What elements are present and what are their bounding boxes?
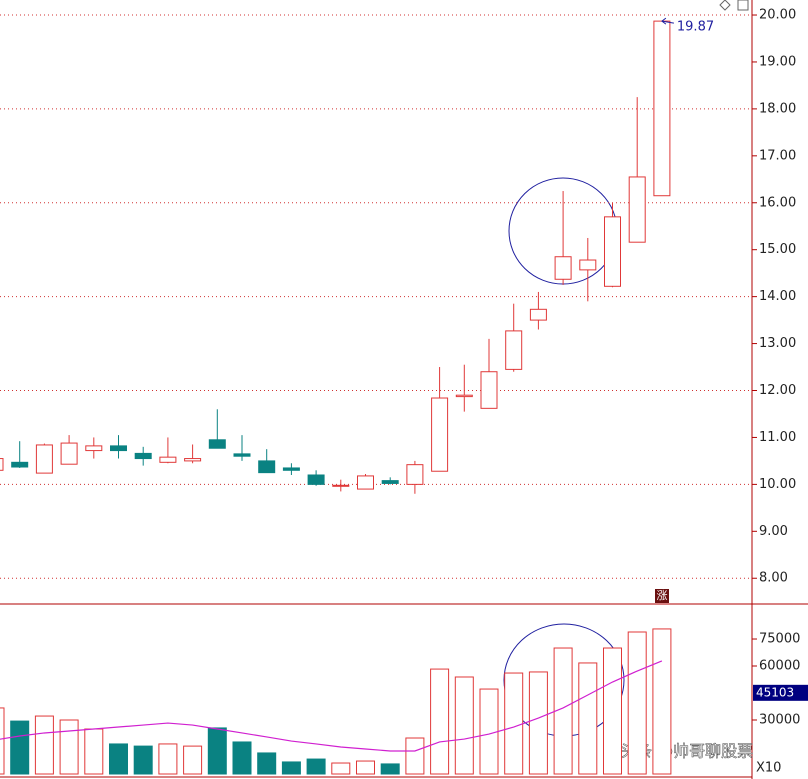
y-tick-label: 19.00 <box>759 54 796 69</box>
candle-body <box>357 475 374 490</box>
candle-body <box>35 444 53 474</box>
max-label: 19.87 <box>677 20 714 35</box>
y-tick-label: 14.00 <box>759 289 796 304</box>
y-tick-label: 20.00 <box>759 8 796 23</box>
volume-bar <box>10 720 30 775</box>
candle-body <box>233 453 251 457</box>
y-tick-label: 12.00 <box>759 383 796 398</box>
current-value-label: 45103 <box>756 685 794 699</box>
y-tick-label: 30000 <box>759 713 800 728</box>
y-tick-label: 11.00 <box>759 430 796 445</box>
candle-body <box>529 308 547 321</box>
volume-bar <box>405 737 425 775</box>
candle-body <box>381 480 399 484</box>
volume-bar <box>652 628 672 775</box>
volume-bar <box>207 727 227 775</box>
candle-body <box>134 452 152 460</box>
candle-body <box>11 461 29 468</box>
y-tick-label: 13.00 <box>759 336 796 351</box>
volume-bar <box>281 761 301 775</box>
unit-label: X10 <box>756 761 781 776</box>
y-tick-label: 60000 <box>759 659 800 674</box>
candle-body <box>0 458 4 471</box>
badge: 涨 <box>657 589 668 602</box>
current-value-box <box>753 684 808 701</box>
volume-bar <box>331 762 351 775</box>
candle-body <box>282 467 300 471</box>
icon-diamond[interactable] <box>719 0 731 11</box>
candle-body <box>258 460 276 474</box>
candle-body <box>554 256 572 280</box>
candle-body <box>159 456 177 463</box>
candle-body <box>307 474 325 485</box>
volume-bar <box>0 707 5 775</box>
candle-body <box>208 439 226 449</box>
candle-body <box>85 445 103 452</box>
volume-bar <box>183 745 203 775</box>
candle-body <box>431 397 449 472</box>
candle-body <box>110 445 127 452</box>
candle-body <box>184 458 202 462</box>
volume-bar <box>232 741 252 775</box>
y-tick-label: 16.00 <box>759 195 796 210</box>
volume-bar <box>578 662 598 775</box>
y-tick-label: 10.00 <box>759 477 796 492</box>
candle-body <box>628 176 646 243</box>
candle-body <box>505 330 523 370</box>
volume-bar <box>257 752 277 775</box>
candle-body <box>455 394 473 398</box>
candle-body <box>406 464 424 485</box>
volume-bar <box>133 745 153 775</box>
y-tick-label: 9.00 <box>759 524 788 539</box>
candle-body <box>60 442 78 465</box>
volume-bar <box>528 671 548 775</box>
y-tick-label: 17.00 <box>759 148 796 163</box>
volume-bar <box>356 760 375 775</box>
volume-bar <box>603 647 622 775</box>
volume-bar <box>34 715 54 775</box>
max-arrow <box>661 17 674 25</box>
volume-bar <box>454 676 474 775</box>
icon-square[interactable] <box>737 0 749 11</box>
candle-body <box>653 20 671 197</box>
volume-bar <box>479 688 499 775</box>
y-tick-label: 8.00 <box>759 571 788 586</box>
candle-body <box>579 259 597 271</box>
y-tick-label: 18.00 <box>759 101 796 116</box>
volume-bar <box>380 763 400 775</box>
y-tick-label: 15.00 <box>759 242 796 257</box>
candle-body <box>480 371 498 409</box>
volume-bar <box>59 719 79 775</box>
volume-bar <box>430 668 450 775</box>
candle-body <box>604 216 621 287</box>
volume-bar <box>84 728 104 775</box>
y-tick-label: 75000 <box>759 632 800 647</box>
badge-box <box>655 589 669 603</box>
volume-bar <box>504 672 524 775</box>
candle-body <box>332 484 350 487</box>
volume-bar <box>306 758 326 775</box>
volume-bar <box>109 743 128 775</box>
volume-bar <box>158 743 178 775</box>
ma-line <box>0 660 663 752</box>
volume-bar <box>627 631 647 775</box>
